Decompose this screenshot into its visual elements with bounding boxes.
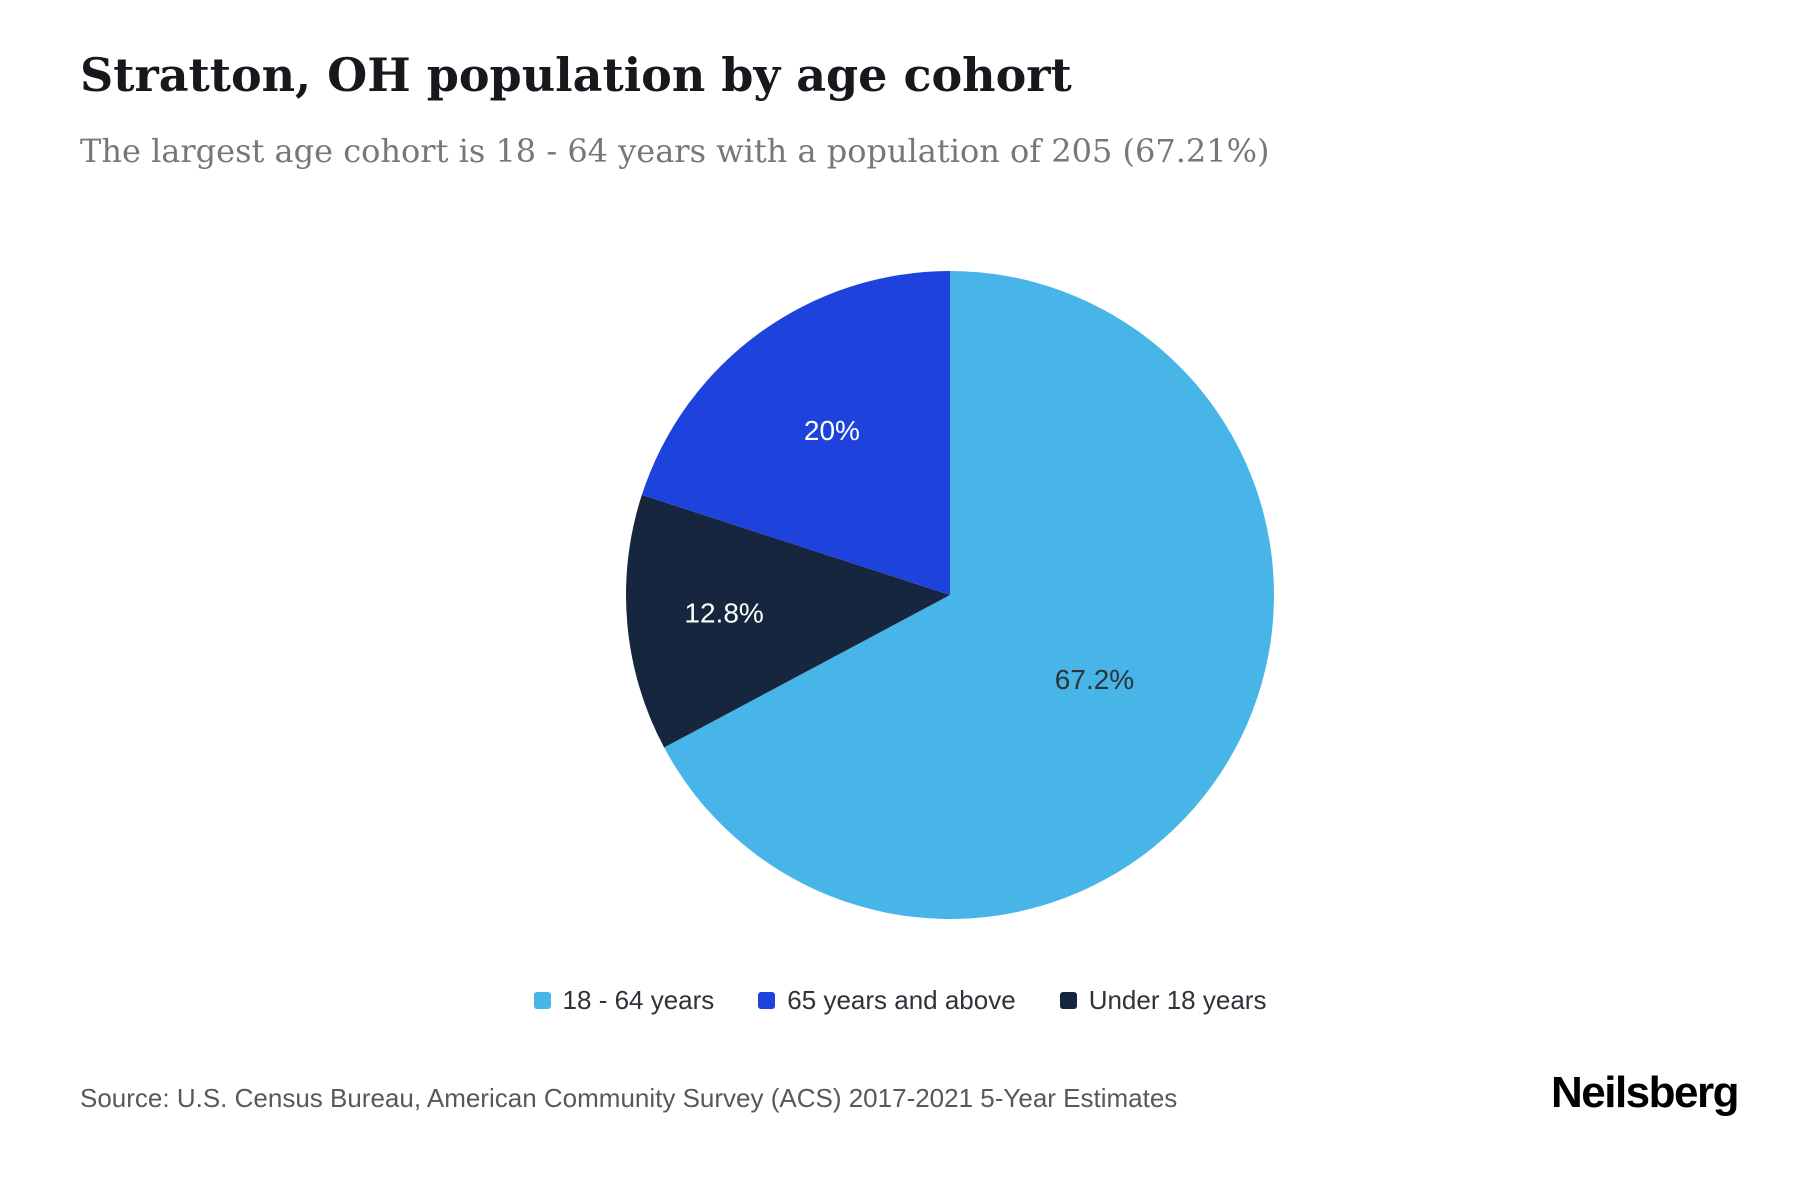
pie-slice-value-label: 20%	[804, 415, 860, 446]
chart-subtitle: The largest age cohort is 18 - 64 years …	[80, 132, 1270, 170]
legend-swatch-icon	[533, 992, 551, 1009]
pie-slice-value-label: 67.2%	[1055, 664, 1134, 695]
pie-chart: 67.2% 12.8% 20%	[600, 245, 1300, 945]
pie-chart-svg: 67.2% 12.8% 20%	[626, 271, 1275, 919]
legend-label: 18 - 64 years	[562, 985, 715, 1015]
legend-item-under-18-years[interactable]: Under 18 years	[1059, 985, 1267, 1016]
neilsberg-logo: Neilsberg	[1550, 1068, 1740, 1117]
legend-label: Under 18 years	[1088, 985, 1267, 1015]
source-text: Source: U.S. Census Bureau, American Com…	[80, 1083, 1178, 1113]
pie-slice-18-64-years[interactable]	[664, 271, 1275, 919]
footer: Source: U.S. Census Bureau, American Com…	[80, 1068, 1740, 1118]
legend-swatch-icon	[758, 992, 776, 1009]
pie-slice-65-years-and-above[interactable]	[641, 271, 950, 595]
legend-swatch-icon	[1059, 992, 1077, 1009]
legend: 18 - 64 years 65 years and above Under 18 …	[0, 985, 1800, 1016]
legend-item-65-years-and-above[interactable]: 65 years and above	[758, 985, 1016, 1016]
pie-slice-under-18-years[interactable]	[626, 494, 950, 748]
legend-item-18-64-years[interactable]: 18 - 64 years	[533, 985, 715, 1016]
legend-label: 65 years and above	[787, 985, 1016, 1015]
pie-slice-value-label: 12.8%	[684, 597, 763, 628]
chart-title: Stratton, OH population by age cohort	[80, 48, 1072, 102]
